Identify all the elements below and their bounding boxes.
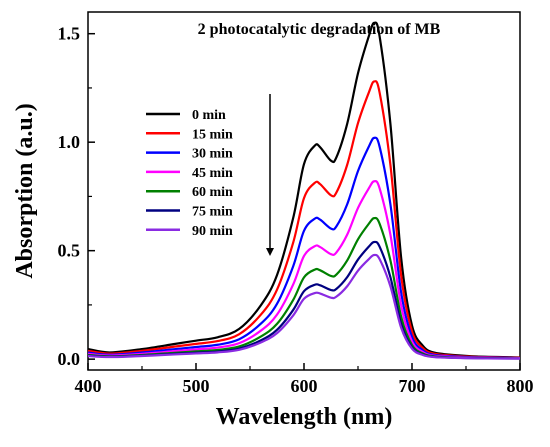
series-lines <box>87 21 521 360</box>
series-line-0 <box>87 21 521 359</box>
chart-title: 2 photocatalytic degradation of MB <box>198 21 441 38</box>
legend-label: 15 min <box>192 127 233 142</box>
x-tick-label: 500 <box>183 376 210 396</box>
legend-label: 60 min <box>192 185 233 200</box>
x-tick-label: 800 <box>507 376 534 396</box>
legend-label: 0 min <box>192 108 226 123</box>
series-line-1 <box>87 80 521 359</box>
y-tick-label: 0.5 <box>58 241 81 261</box>
series-line-6 <box>87 253 521 360</box>
y-tick-label: 1.5 <box>58 24 81 44</box>
y-tick-label: 1.0 <box>58 132 81 152</box>
y-axis-title: Absorption (a.u.) <box>12 103 38 278</box>
legend-label: 90 min <box>192 224 233 239</box>
series-line-3 <box>87 180 521 360</box>
series-line-2 <box>87 136 521 360</box>
x-tick-label: 400 <box>75 376 102 396</box>
x-tick-label: 700 <box>399 376 426 396</box>
legend-label: 45 min <box>192 166 233 181</box>
legend-label: 30 min <box>192 147 233 162</box>
legend-label: 75 min <box>192 205 233 220</box>
axis-ticks: 400 500 600 700 800 0.0 0.5 1.0 1.5 <box>58 24 534 396</box>
arrow-head <box>266 248 274 256</box>
series-line-4 <box>87 216 521 360</box>
y-tick-label: 0.0 <box>58 349 81 369</box>
x-axis-title: Wavelength (nm) <box>216 404 393 430</box>
x-tick-label: 600 <box>291 376 318 396</box>
legend: 0 min 15 min 30 min 45 min 60 min 75 min 90 mi… <box>146 108 233 239</box>
